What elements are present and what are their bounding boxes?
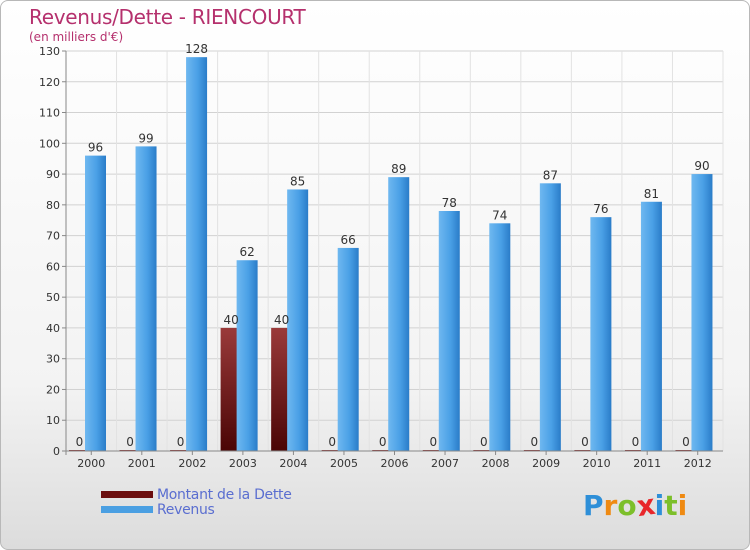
logo-letter: o: [617, 489, 637, 522]
bar-revenus-2007: [438, 211, 460, 451]
legend-item-revenus[interactable]: Revenus: [101, 501, 292, 518]
y-tick-label: 30: [46, 353, 60, 366]
x-tick-label-2008: 2008: [482, 457, 510, 470]
chart-subtitle: (en milliers d'€): [29, 30, 124, 44]
bar-revenus-2001: [135, 146, 157, 451]
logo-letter: i: [677, 489, 688, 522]
bar-revenus-2008: [489, 223, 511, 451]
data-label-revenus-2000: 96: [88, 141, 103, 155]
y-tick-label: 90: [46, 168, 60, 181]
data-label-dette-2008: 0: [480, 435, 488, 449]
bar-revenus-2002: [186, 57, 208, 452]
bar-revenus-2000: [85, 155, 106, 451]
data-label-revenus-2011: 81: [644, 187, 659, 201]
x-tick-label-2009: 2009: [532, 457, 560, 470]
logo-letter: x: [634, 487, 657, 524]
x-tick-label-2002: 2002: [178, 457, 206, 470]
logo-letter: t: [664, 489, 678, 522]
data-label-revenus-2003: 62: [239, 245, 254, 259]
data-label-dette-2007: 0: [429, 435, 437, 449]
data-label-revenus-2012: 90: [694, 159, 709, 173]
bar-dette-2003: [220, 327, 242, 451]
data-label-dette-2012: 0: [682, 435, 690, 449]
x-tick-label-2010: 2010: [583, 457, 611, 470]
bar-revenus-2012: [691, 174, 713, 452]
chart-title: Revenus/Dette - RIENCOURT: [29, 5, 306, 29]
proxiti-logo: Proxiti: [583, 487, 688, 524]
x-tick-label-2003: 2003: [229, 457, 257, 470]
bar-revenus-2004: [287, 189, 309, 451]
bar-revenus-2010: [590, 217, 612, 451]
bar-revenus-2005: [337, 247, 359, 451]
bar-revenus-2011: [640, 201, 662, 451]
y-tick-label: 20: [46, 383, 60, 396]
legend-swatch-revenus: [101, 506, 153, 513]
data-label-dette-2004: 40: [274, 313, 289, 327]
x-tick-label-2005: 2005: [330, 457, 358, 470]
data-label-dette-2001: 0: [126, 435, 134, 449]
y-tick-label: 100: [39, 137, 60, 150]
bar-revenus-2009: [539, 183, 561, 452]
data-label-revenus-2004: 85: [290, 174, 305, 188]
y-tick-label: 130: [39, 45, 60, 58]
legend-swatch-dette: [101, 491, 153, 498]
logo-letter: i: [654, 489, 665, 522]
y-tick-label: 120: [39, 76, 60, 89]
data-label-dette-2006: 0: [379, 435, 387, 449]
legend-label-revenus: Revenus: [157, 501, 215, 518]
data-label-dette-2002: 0: [177, 435, 185, 449]
logo-letter: r: [603, 489, 618, 522]
data-label-revenus-2005: 66: [341, 233, 356, 247]
y-tick-label: 50: [46, 291, 60, 304]
y-tick-label: 110: [39, 107, 60, 120]
x-tick-label-2007: 2007: [431, 457, 459, 470]
data-label-dette-2000: 0: [76, 435, 84, 449]
x-tick-label-2011: 2011: [633, 457, 661, 470]
y-tick-label: 40: [46, 322, 60, 335]
logo-letter: P: [583, 489, 604, 522]
bar-revenus-2006: [388, 177, 410, 451]
data-label-dette-2005: 0: [328, 435, 336, 449]
y-tick-label: 70: [46, 230, 60, 243]
x-tick-label-2000: 2000: [77, 457, 105, 470]
data-label-dette-2009: 0: [531, 435, 539, 449]
chart-legend: Montant de la Dette Revenus: [101, 486, 292, 518]
data-label-revenus-2001: 99: [138, 131, 153, 145]
x-tick-label-2012: 2012: [684, 457, 712, 470]
data-label-dette-2011: 0: [632, 435, 640, 449]
x-tick-label-2004: 2004: [279, 457, 307, 470]
data-label-revenus-2009: 87: [543, 168, 558, 182]
data-label-revenus-2007: 78: [442, 196, 457, 210]
data-label-dette-2003: 40: [223, 313, 238, 327]
data-label-revenus-2006: 89: [391, 162, 406, 176]
data-label-dette-2010: 0: [581, 435, 589, 449]
data-label-revenus-2002: 128: [185, 42, 208, 56]
data-label-revenus-2008: 74: [492, 208, 507, 222]
x-tick-label-2006: 2006: [381, 457, 409, 470]
y-tick-label: 80: [46, 199, 60, 212]
legend-label-dette: Montant de la Dette: [157, 486, 292, 503]
bar-dette-2004: [271, 327, 293, 451]
y-tick-label: 10: [46, 414, 60, 427]
y-tick-label: 0: [53, 445, 60, 458]
y-tick-label: 60: [46, 260, 60, 273]
data-label-revenus-2010: 76: [593, 202, 608, 216]
bar-revenus-2003: [236, 260, 258, 451]
legend-item-dette[interactable]: Montant de la Dette: [101, 486, 292, 503]
x-tick-label-2001: 2001: [128, 457, 156, 470]
